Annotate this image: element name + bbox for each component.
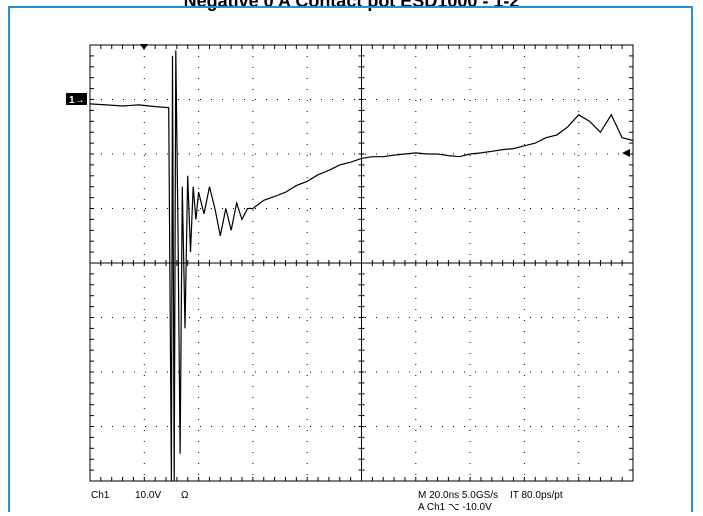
readout-trigger: A Ch1 ⌥ -10.0V bbox=[418, 502, 492, 513]
waveform-trace bbox=[89, 50, 634, 482]
readout-volts-div: 10.0V bbox=[135, 490, 161, 501]
channel-marker-label: 1→ bbox=[69, 95, 85, 106]
readout-impedance: Ω bbox=[181, 490, 189, 501]
trigger-position-icon bbox=[140, 44, 148, 50]
readout-timebase: M 20.0ns 5.0GS/s bbox=[418, 490, 498, 501]
graticule bbox=[89, 44, 634, 482]
readout-interpolation: IT 80.0ps/pt bbox=[510, 490, 563, 501]
page-title: Negative 0 A Contact pot ESD1000 - 1-2 bbox=[183, 0, 520, 11]
channel-marker-box bbox=[66, 93, 87, 105]
readout-channel: Ch1 bbox=[91, 490, 110, 501]
channel-marker: 1→ bbox=[66, 93, 87, 106]
trigger-level-icon bbox=[622, 149, 630, 157]
figure-frame bbox=[8, 6, 693, 512]
